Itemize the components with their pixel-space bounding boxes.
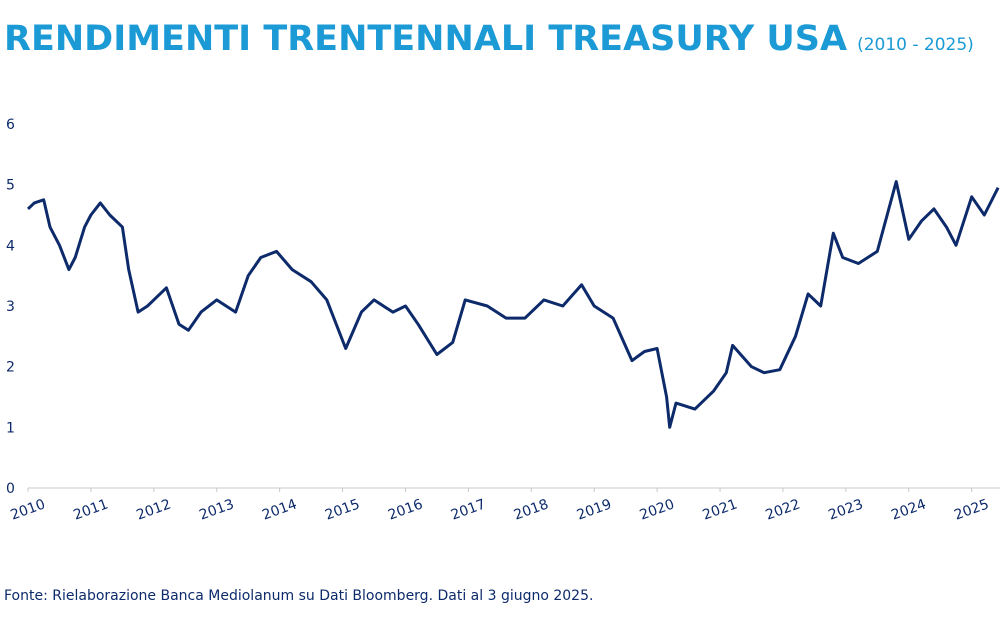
x-tick-label: 2010	[9, 496, 48, 523]
x-tick-label: 2023	[826, 496, 865, 523]
y-tick-label: 0	[6, 481, 15, 497]
y-tick-label: 5	[6, 178, 15, 194]
x-tick-label: 2019	[575, 496, 614, 523]
x-tick-label: 2015	[323, 496, 362, 523]
x-tick-label: 2018	[512, 496, 551, 523]
y-tick-label: 4	[6, 238, 15, 254]
chart-title: RENDIMENTI TRENTENNALI TREASURY USA (2010…	[4, 19, 974, 59]
x-tick-label: 2021	[701, 496, 740, 523]
x-tick-label: 2016	[386, 496, 425, 523]
y-tick-label: 2	[6, 360, 15, 376]
x-tick-label: 2020	[638, 496, 677, 523]
y-tick-label: 3	[6, 299, 15, 315]
x-tick-label: 2024	[889, 496, 928, 523]
x-tick-label: 2022	[763, 496, 802, 523]
x-tick-label: 2011	[71, 496, 110, 523]
x-tick-label: 2014	[260, 496, 299, 523]
x-tick-label: 2012	[134, 496, 173, 523]
series-line	[26, 180, 1000, 429]
y-tick-label: 1	[6, 420, 15, 436]
x-tick-label: 2013	[197, 496, 236, 523]
x-tick-label: 2017	[449, 496, 488, 523]
source-note: Fonte: Rielaborazione Banca Mediolanum s…	[4, 588, 593, 604]
x-tick-label: 2025	[952, 496, 991, 523]
y-tick-label: 6	[6, 117, 15, 133]
